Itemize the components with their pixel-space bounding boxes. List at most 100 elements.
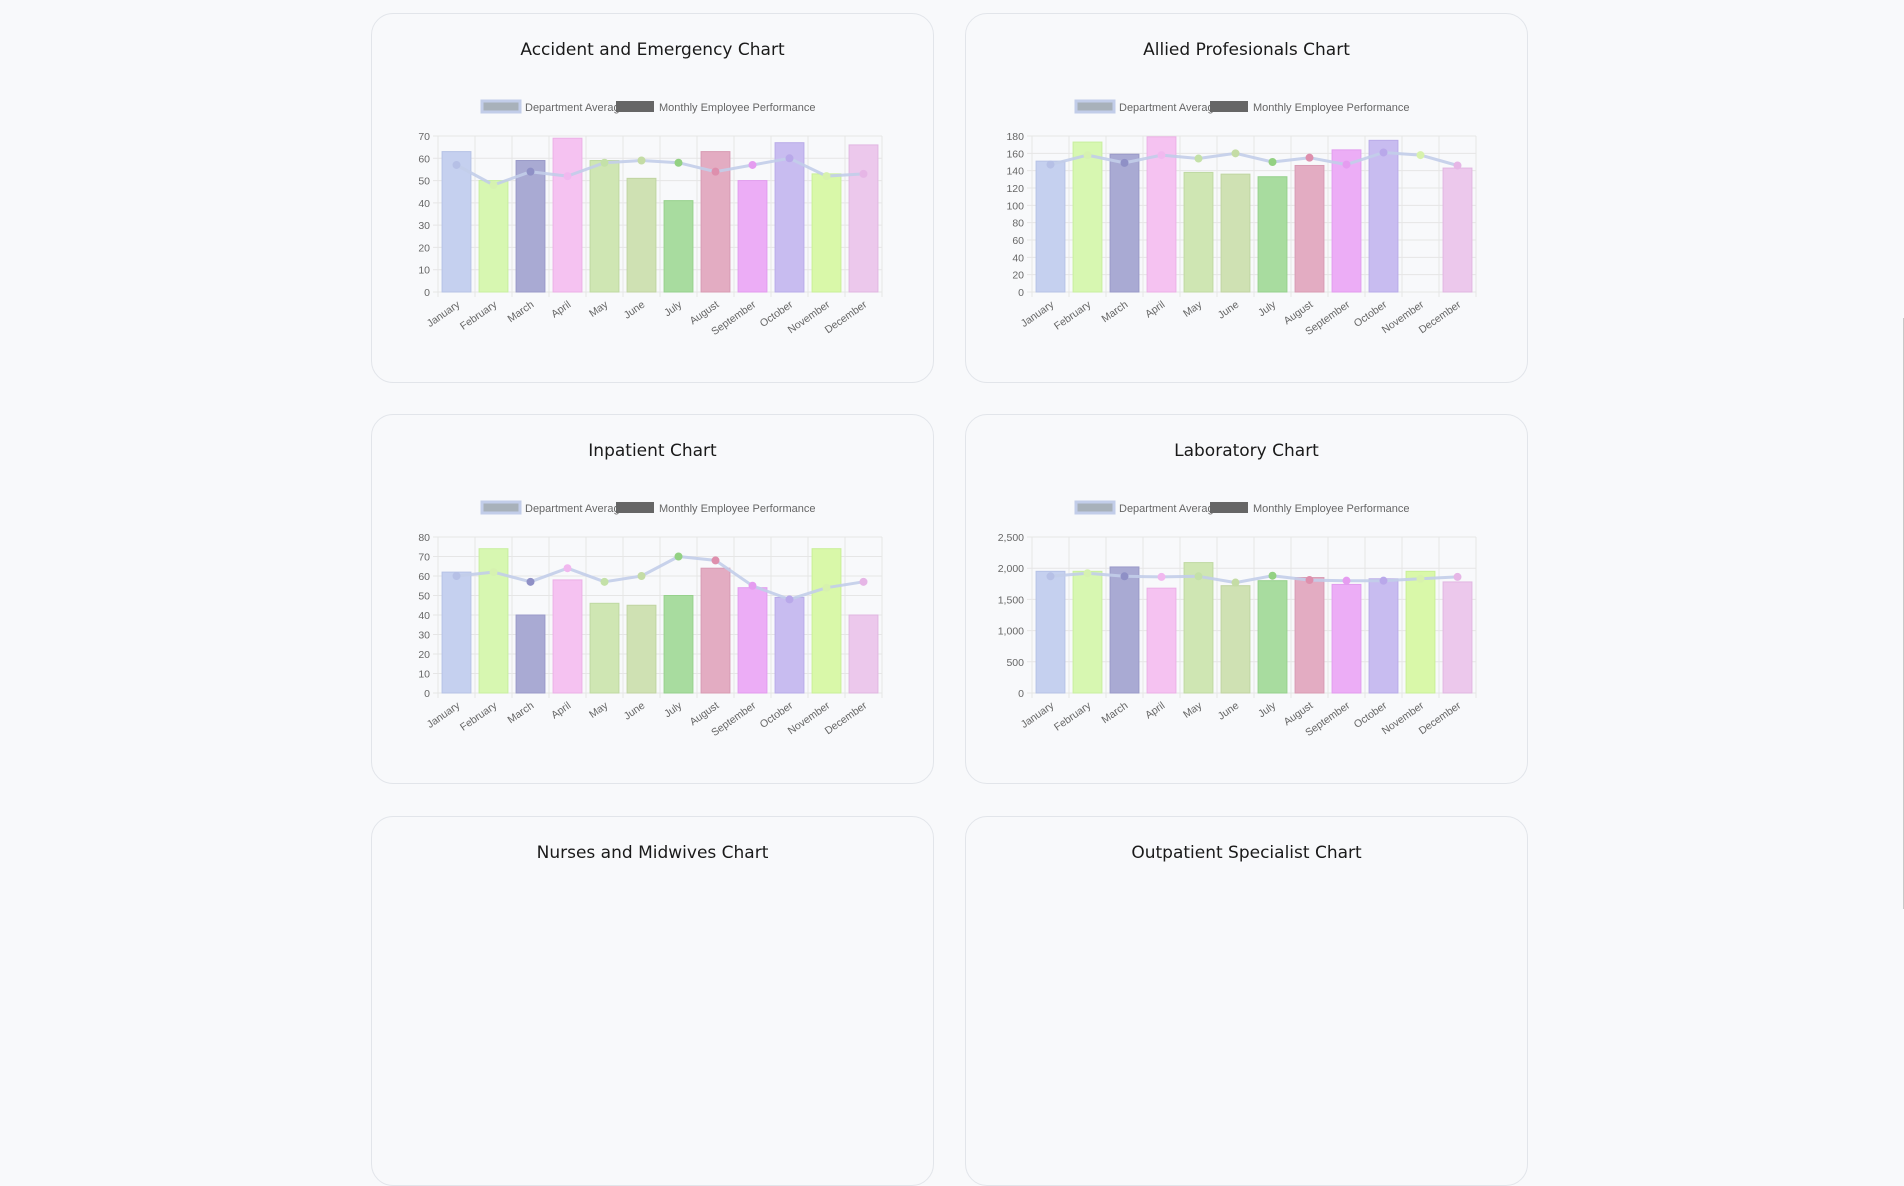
chart-title: Inpatient Chart bbox=[588, 441, 717, 461]
point-september bbox=[748, 160, 757, 169]
point-october bbox=[785, 154, 794, 163]
x-tick-label-december: December bbox=[1417, 298, 1464, 336]
point-may bbox=[1194, 572, 1203, 581]
point-july bbox=[674, 552, 683, 561]
department-average-line bbox=[455, 156, 864, 187]
bar-january bbox=[441, 151, 472, 293]
bar-november bbox=[1405, 570, 1436, 694]
bar-march bbox=[1109, 153, 1140, 293]
point-november bbox=[1416, 151, 1425, 160]
y-tick-label: 80 bbox=[418, 532, 430, 544]
chart-allied-professionals: Department Average Monthly Employee Perfo… bbox=[1006, 99, 1477, 338]
point-august bbox=[711, 556, 720, 565]
x-tick-label-february: February bbox=[1052, 298, 1094, 332]
x-tick-label-march: March bbox=[505, 700, 536, 727]
bar-march bbox=[1109, 566, 1140, 694]
legend-label-department-average: Department Average bbox=[1119, 503, 1220, 515]
bar-april bbox=[1146, 587, 1177, 694]
point-july bbox=[1268, 158, 1277, 166]
y-tick-label: 50 bbox=[418, 176, 430, 188]
x-tick-label-july: July bbox=[1256, 298, 1279, 319]
point-march bbox=[526, 577, 535, 586]
legend-swatch-monthly-performance bbox=[1210, 502, 1248, 513]
y-tick-label: 120 bbox=[1006, 183, 1024, 195]
point-april bbox=[1157, 572, 1166, 581]
bar-january bbox=[1035, 570, 1066, 694]
point-september bbox=[748, 581, 757, 590]
point-march bbox=[1120, 572, 1129, 581]
point-october bbox=[785, 595, 794, 604]
y-tick-label: 2,500 bbox=[998, 532, 1024, 544]
bar-december bbox=[1442, 167, 1473, 293]
bar-june bbox=[626, 604, 657, 694]
point-november bbox=[822, 172, 831, 181]
point-december bbox=[1453, 161, 1462, 170]
bar-december bbox=[848, 144, 879, 293]
point-january bbox=[452, 572, 461, 580]
y-tick-label: 1,500 bbox=[998, 594, 1024, 606]
x-tick-label-january: January bbox=[425, 699, 463, 731]
y-tick-label: 40 bbox=[418, 610, 430, 622]
point-february bbox=[1083, 569, 1092, 578]
x-tick-label-december: December bbox=[823, 298, 870, 336]
point-december bbox=[859, 577, 868, 586]
point-january bbox=[1046, 160, 1055, 169]
x-tick-label-march: March bbox=[505, 299, 536, 326]
card-allied-professionals: Allied Profesionals Chart Department Ave… bbox=[965, 13, 1528, 383]
point-may bbox=[1194, 154, 1203, 163]
point-january bbox=[1046, 572, 1055, 581]
point-february bbox=[489, 568, 498, 577]
y-tick-label: 30 bbox=[418, 220, 430, 232]
point-november bbox=[822, 583, 831, 592]
card-inpatient: Inpatient Chart Department Average Monthl… bbox=[371, 414, 934, 784]
point-june bbox=[637, 156, 646, 165]
x-tick-label-june: June bbox=[622, 299, 648, 322]
bar-march bbox=[515, 614, 546, 694]
bar-february bbox=[1072, 570, 1103, 694]
card-outpatient-specialist: Outpatient Specialist Chart bbox=[965, 816, 1528, 1186]
point-september bbox=[1342, 160, 1351, 169]
legend-label-monthly-performance: Monthly Employee Performance bbox=[659, 503, 816, 515]
x-tick-label-may: May bbox=[587, 298, 611, 320]
chart-inpatient: Department Average Monthly Employee Perfo… bbox=[418, 500, 883, 739]
x-tick-label-february: February bbox=[1052, 699, 1094, 733]
point-may bbox=[600, 158, 609, 167]
legend-label-department-average: Department Average bbox=[1119, 102, 1220, 114]
card-accident-emergency: Accident and Emergency Chart Department … bbox=[371, 13, 934, 383]
x-tick-label-july: July bbox=[662, 298, 685, 319]
y-tick-label: 20 bbox=[1012, 270, 1024, 282]
point-march bbox=[1120, 158, 1129, 167]
point-september bbox=[1342, 576, 1351, 585]
x-tick-label-july: July bbox=[1256, 699, 1279, 720]
x-tick-label-december: December bbox=[1417, 699, 1464, 737]
y-tick-label: 0 bbox=[1018, 287, 1024, 299]
legend-swatch-monthly-performance bbox=[1210, 101, 1248, 112]
y-tick-label: 20 bbox=[418, 649, 430, 661]
point-july bbox=[674, 158, 683, 167]
y-tick-label: 30 bbox=[418, 630, 430, 642]
card-nurses-midwives: Nurses and Midwives Chart bbox=[371, 816, 934, 1186]
bar-february bbox=[478, 180, 509, 293]
bar-june bbox=[1220, 173, 1251, 293]
legend-label-monthly-performance: Monthly Employee Performance bbox=[659, 102, 816, 114]
x-tick-label-january: January bbox=[1019, 699, 1057, 731]
y-tick-label: 80 bbox=[1012, 218, 1024, 230]
x-tick-label-april: April bbox=[549, 299, 573, 321]
bar-september bbox=[737, 587, 768, 694]
y-tick-label: 40 bbox=[1012, 252, 1024, 264]
bar-july bbox=[663, 595, 694, 694]
y-tick-label: 100 bbox=[1006, 200, 1024, 212]
bar-february bbox=[1072, 141, 1103, 293]
point-june bbox=[1231, 149, 1240, 158]
bar-may bbox=[1183, 562, 1214, 694]
point-february bbox=[489, 181, 498, 190]
x-tick-label-june: June bbox=[1216, 700, 1242, 723]
bar-may bbox=[589, 160, 620, 293]
point-april bbox=[1157, 151, 1166, 160]
y-tick-label: 140 bbox=[1006, 166, 1024, 178]
point-november bbox=[1416, 574, 1425, 583]
bar-september bbox=[1331, 149, 1362, 293]
x-tick-label-july: July bbox=[662, 699, 685, 720]
x-tick-label-january: January bbox=[425, 298, 463, 330]
bar-august bbox=[1294, 164, 1325, 293]
